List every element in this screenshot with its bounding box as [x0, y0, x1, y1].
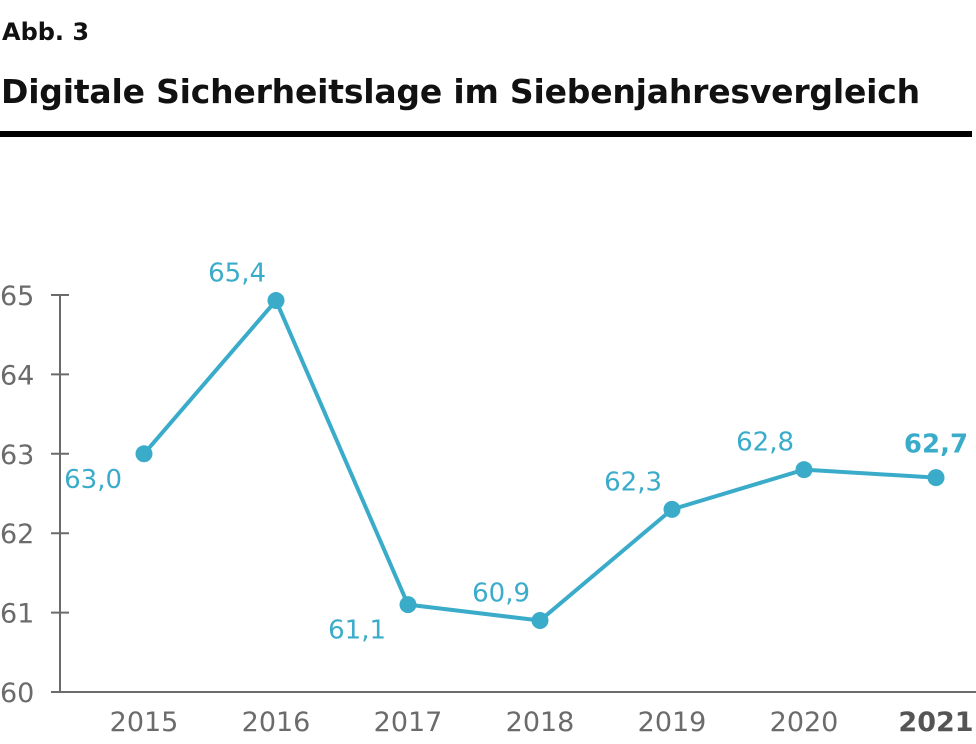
- x-tick-label: 2018: [506, 707, 575, 738]
- data-label: 62,7: [904, 430, 968, 460]
- y-tick-label: 61: [0, 599, 34, 630]
- data-point-marker: [927, 469, 945, 487]
- chart-title: Digitale Sicherheitslage im Siebenjahres…: [1, 72, 920, 111]
- data-point-marker: [663, 500, 681, 518]
- y-axis-ticks: 60 61 62 63 64 65: [0, 281, 69, 709]
- data-labels: 63,0 65,4 61,1 60,9 62,3 62,8 62,7: [64, 259, 968, 646]
- data-point-marker: [531, 612, 549, 630]
- axes: [51, 295, 976, 693]
- series-layer: [135, 292, 945, 630]
- x-tick-label: 2021: [898, 707, 973, 738]
- y-tick-label: 62: [0, 519, 34, 550]
- y-tick-label: 64: [0, 360, 34, 391]
- y-tick-label: 65: [0, 281, 34, 312]
- data-label: 63,0: [64, 465, 122, 495]
- data-label: 61,1: [328, 616, 386, 646]
- data-label: 62,8: [736, 428, 794, 458]
- figure-label: Abb. 3: [2, 18, 90, 46]
- data-point-marker: [399, 596, 417, 614]
- x-axis-ticks: 2015 2016 2017 2018 2019 2020 2021: [110, 707, 974, 738]
- title-divider: [0, 131, 972, 137]
- x-tick-label: 2019: [638, 707, 707, 738]
- x-tick-label: 2017: [374, 707, 443, 738]
- data-point-marker: [795, 461, 813, 479]
- x-tick-label: 2015: [110, 707, 179, 738]
- y-tick-label: 63: [0, 440, 34, 471]
- data-point-marker: [267, 292, 285, 310]
- x-tick-label: 2020: [770, 707, 839, 738]
- y-tick-label: 60: [0, 678, 34, 709]
- data-label: 62,3: [604, 467, 662, 497]
- series-line: [142, 298, 937, 623]
- x-tick-label: 2016: [242, 707, 311, 738]
- data-label: 65,4: [208, 259, 266, 289]
- data-label: 60,9: [472, 579, 530, 609]
- data-point-marker: [135, 445, 153, 463]
